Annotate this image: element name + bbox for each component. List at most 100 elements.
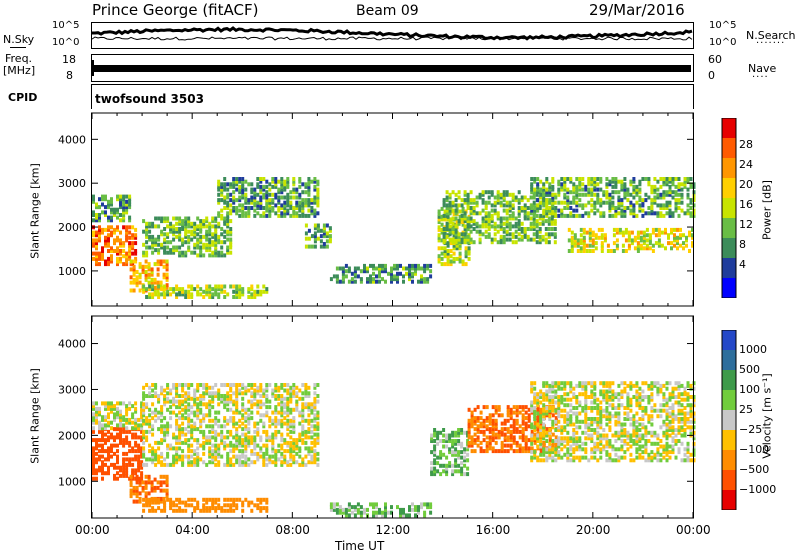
echo-cell (247, 427, 251, 432)
echo-cell (536, 203, 540, 208)
echo-cell (372, 263, 375, 268)
echo-cell (554, 400, 558, 405)
echo-cell (147, 275, 151, 280)
echo-cell (202, 508, 206, 513)
echo-cell (502, 221, 506, 226)
echo-cell (347, 269, 351, 274)
echo-cell (119, 205, 122, 210)
echo-cell (575, 195, 579, 200)
echo-cell (193, 245, 197, 250)
echo-cell (496, 229, 500, 234)
echo-cell (247, 213, 251, 218)
echo-cell (557, 408, 561, 413)
echo-cell (232, 184, 236, 189)
echo-cell (190, 237, 194, 242)
echo-cell (301, 206, 305, 210)
echo-cell (289, 424, 293, 429)
echo-cell (591, 241, 595, 246)
echo-cell (621, 249, 625, 253)
echo-cell (626, 403, 630, 408)
echo-cell (310, 435, 314, 440)
echo-cell (122, 438, 126, 443)
echo-cell (526, 198, 530, 203)
echo-cell (163, 424, 167, 429)
echo-cell (244, 460, 248, 465)
echo-cell (250, 405, 254, 410)
echo-cell (553, 211, 557, 216)
echo-cell (487, 221, 491, 226)
echo-cell (623, 406, 627, 410)
echo-cell (493, 200, 497, 205)
echo-cell (623, 433, 627, 438)
echo-cell (292, 385, 296, 390)
echo-cell (445, 221, 449, 226)
echo-cell (184, 221, 188, 226)
echo-cell (467, 251, 471, 256)
echo-cell (533, 411, 537, 416)
echo-cell (536, 403, 540, 408)
echo-cell (539, 419, 543, 424)
echo-cell (463, 458, 467, 463)
echo-cell (457, 190, 461, 195)
echo-cell (262, 413, 266, 418)
echo-cell (128, 460, 132, 465)
echo-cell (372, 505, 375, 510)
echo-cell (250, 284, 254, 289)
echo-cell (145, 503, 149, 508)
echo-cell (142, 396, 146, 401)
echo-cell (384, 266, 387, 271)
echo-cell (514, 198, 518, 203)
echo-cell (235, 198, 239, 203)
echo-cell (135, 480, 139, 485)
freq-panel (91, 54, 694, 82)
echo-cell (578, 444, 582, 449)
echo-cell (645, 243, 649, 248)
echo-cell (650, 200, 654, 205)
echo-cell (481, 224, 485, 229)
echo-cell (235, 187, 239, 192)
echo-cell (591, 233, 595, 238)
echo-cell (187, 438, 191, 443)
echo-cell (487, 234, 491, 239)
echo-cell (165, 491, 169, 496)
echo-cell (116, 427, 119, 432)
y-tick-label: 3000 (58, 177, 86, 190)
echo-cell (548, 184, 552, 189)
echo-cell (202, 385, 206, 390)
echo-cell (140, 401, 144, 406)
echo-cell (469, 206, 473, 210)
echo-cell (665, 211, 669, 216)
echo-cell (277, 429, 281, 434)
echo-cell (226, 245, 230, 250)
echo-cell (449, 259, 453, 264)
echo-cell (142, 503, 146, 508)
echo-cell (515, 410, 519, 415)
echo-cell (110, 197, 113, 202)
echo-cell (154, 418, 158, 423)
echo-cell (166, 289, 170, 294)
echo-cell (256, 211, 260, 216)
echo-cell (541, 190, 545, 195)
echo-cell (527, 418, 531, 423)
echo-cell (316, 182, 320, 187)
echo-cell (247, 416, 251, 421)
echo-cell (497, 432, 501, 437)
echo-cell (128, 235, 132, 240)
echo-cell (509, 407, 513, 412)
echo-cell (304, 223, 308, 228)
echo-cell (569, 422, 573, 427)
echo-cell (229, 503, 233, 508)
echo-cell (620, 198, 624, 203)
echo-cell (396, 263, 399, 268)
echo-cell (563, 386, 567, 391)
echo-cell (328, 236, 332, 241)
echo-cell (223, 289, 227, 294)
echo-cell (593, 450, 597, 455)
echo-cell (256, 388, 260, 393)
echo-cell (617, 422, 621, 427)
echo-cell (647, 211, 651, 216)
echo-cell (190, 427, 194, 432)
echo-cell (542, 436, 546, 441)
echo-cell (131, 462, 135, 467)
echo-cell (137, 417, 141, 422)
